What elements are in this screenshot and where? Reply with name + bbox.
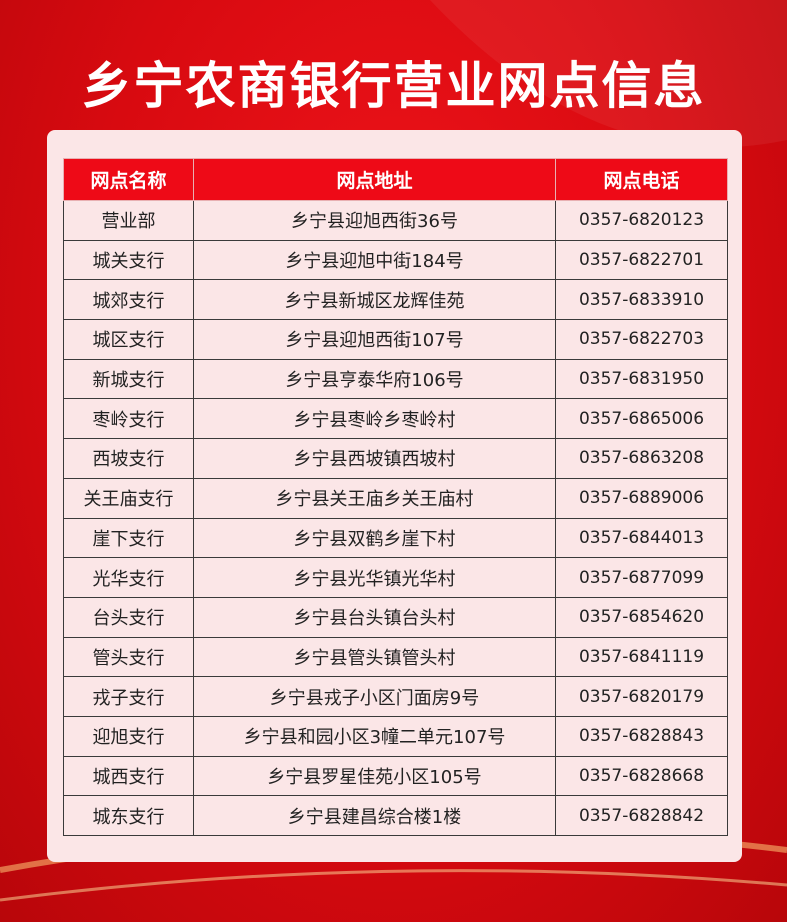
background-glow — [430, 0, 787, 148]
branch-phone-cell: 0357-6828843 — [555, 715, 728, 757]
branch-phone-cell: 0357-6828668 — [555, 755, 728, 797]
branch-name-cell: 崖下支行 — [63, 517, 194, 559]
branch-phone-cell: 0357-6822701 — [555, 239, 728, 281]
branch-phone-cell: 0357-6833910 — [555, 279, 728, 321]
page-title: 乡宁农商银行营业网点信息 — [81, 57, 706, 115]
branch-address-cell: 乡宁县光华镇光华村 — [193, 557, 556, 598]
branch-name-cell: 迎旭支行 — [63, 715, 194, 757]
branch-address-cell: 乡宁县迎旭西街36号 — [193, 200, 556, 241]
branch-phone-cell: 0357-6889006 — [555, 477, 728, 519]
branch-address-cell: 乡宁县关王庙乡关王庙村 — [193, 477, 556, 519]
info-card: 网点名称 网点地址 网点电话 营业部 乡宁县迎旭西街36号 0357-6820123… — [47, 130, 742, 862]
table-row: 枣岭支行 乡宁县枣岭乡枣岭村 0357-6865006 — [63, 398, 728, 440]
branch-table: 网点名称 网点地址 网点电话 营业部 乡宁县迎旭西街36号 0357-6820123… — [63, 158, 728, 836]
branch-address-cell: 乡宁县西坡镇西坡村 — [193, 438, 556, 479]
branch-phone-cell: 0357-6831950 — [555, 358, 728, 400]
branch-name-cell: 营业部 — [63, 200, 194, 241]
branch-name-cell: 城关支行 — [63, 239, 194, 281]
branch-address-cell: 乡宁县迎旭中街184号 — [193, 239, 556, 281]
branch-phone-cell: 0357-6820123 — [555, 200, 728, 241]
branch-name-cell: 西坡支行 — [63, 438, 194, 479]
branch-name-cell: 关王庙支行 — [63, 477, 194, 519]
table-row: 城东支行 乡宁县建昌综合楼1楼 0357-6828842 — [63, 795, 728, 836]
branch-address-cell: 乡宁县迎旭西街107号 — [193, 319, 556, 360]
table-row: 城关支行 乡宁县迎旭中街184号 0357-6822701 — [63, 239, 728, 281]
table-row: 崖下支行 乡宁县双鹤乡崖下村 0357-6844013 — [63, 517, 728, 559]
branch-name-cell: 台头支行 — [63, 596, 194, 638]
table-row: 台头支行 乡宁县台头镇台头村 0357-6854620 — [63, 596, 728, 638]
branch-address-cell: 乡宁县枣岭乡枣岭村 — [193, 398, 556, 440]
table-row: 营业部 乡宁县迎旭西街36号 0357-6820123 — [63, 200, 728, 241]
branch-name-cell: 新城支行 — [63, 358, 194, 400]
branch-phone-cell: 0357-6828842 — [555, 795, 728, 836]
branch-name-cell: 城区支行 — [63, 319, 194, 360]
header-phone: 网点电话 — [555, 158, 728, 201]
background-swoosh — [0, 869, 787, 902]
table-row: 管头支行 乡宁县管头镇管头村 0357-6841119 — [63, 636, 728, 678]
branch-phone-cell: 0357-6865006 — [555, 398, 728, 440]
branch-phone-cell: 0357-6844013 — [555, 517, 728, 559]
branch-address-cell: 乡宁县亨泰华府106号 — [193, 358, 556, 400]
branch-name-cell: 戎子支行 — [63, 676, 194, 717]
branch-address-cell: 乡宁县建昌综合楼1楼 — [193, 795, 556, 836]
branch-name-cell: 光华支行 — [63, 557, 194, 598]
table-row: 关王庙支行 乡宁县关王庙乡关王庙村 0357-6889006 — [63, 477, 728, 519]
header-address: 网点地址 — [193, 158, 556, 201]
branch-phone-cell: 0357-6877099 — [555, 557, 728, 598]
header-name: 网点名称 — [63, 158, 194, 201]
branch-address-cell: 乡宁县管头镇管头村 — [193, 636, 556, 678]
branch-address-cell: 乡宁县新城区龙辉佳苑 — [193, 279, 556, 321]
branch-phone-cell: 0357-6863208 — [555, 438, 728, 479]
table-row: 城郊支行 乡宁县新城区龙辉佳苑 0357-6833910 — [63, 279, 728, 321]
branch-address-cell: 乡宁县双鹤乡崖下村 — [193, 517, 556, 559]
table-row: 戎子支行 乡宁县戎子小区门面房9号 0357-6820179 — [63, 676, 728, 717]
branch-phone-cell: 0357-6854620 — [555, 596, 728, 638]
table-row: 新城支行 乡宁县亨泰华府106号 0357-6831950 — [63, 358, 728, 400]
branch-name-cell: 管头支行 — [63, 636, 194, 678]
table-header-row: 网点名称 网点地址 网点电话 — [63, 158, 728, 201]
branch-address-cell: 乡宁县台头镇台头村 — [193, 596, 556, 638]
table-row: 西坡支行 乡宁县西坡镇西坡村 0357-6863208 — [63, 438, 728, 479]
branch-name-cell: 城郊支行 — [63, 279, 194, 321]
table-row: 城西支行 乡宁县罗星佳苑小区105号 0357-6828668 — [63, 755, 728, 797]
table-row: 光华支行 乡宁县光华镇光华村 0357-6877099 — [63, 557, 728, 598]
branch-address-cell: 乡宁县戎子小区门面房9号 — [193, 676, 556, 717]
branch-phone-cell: 0357-6820179 — [555, 676, 728, 717]
branch-name-cell: 枣岭支行 — [63, 398, 194, 440]
branch-address-cell: 乡宁县罗星佳苑小区105号 — [193, 755, 556, 797]
branch-phone-cell: 0357-6841119 — [555, 636, 728, 678]
table-row: 城区支行 乡宁县迎旭西街107号 0357-6822703 — [63, 319, 728, 360]
branch-name-cell: 城东支行 — [63, 795, 194, 836]
table-row: 迎旭支行 乡宁县和园小区3幢二单元107号 0357-6828843 — [63, 715, 728, 757]
branch-address-cell: 乡宁县和园小区3幢二单元107号 — [193, 715, 556, 757]
branch-phone-cell: 0357-6822703 — [555, 319, 728, 360]
branch-name-cell: 城西支行 — [63, 755, 194, 797]
